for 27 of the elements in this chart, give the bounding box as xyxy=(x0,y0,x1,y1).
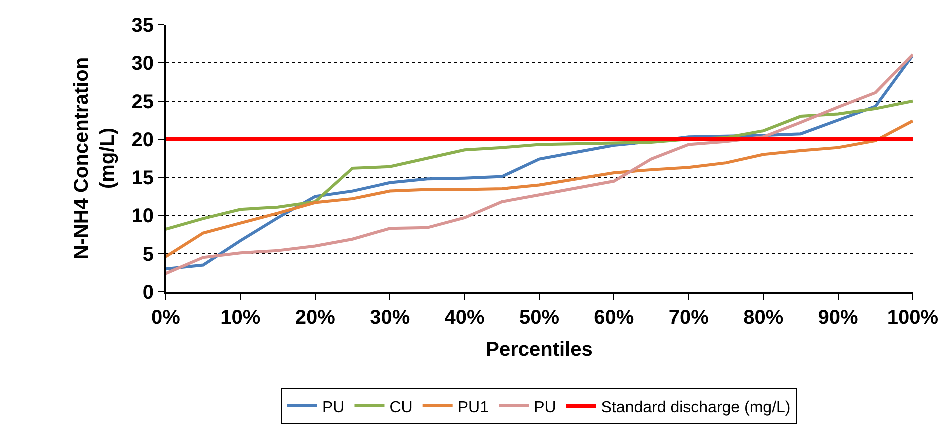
legend-label: PU1 xyxy=(458,399,490,416)
legend-label: CU xyxy=(390,399,413,416)
line-series xyxy=(166,120,913,258)
legend-label: PU xyxy=(322,399,345,416)
legend-label: Standard discharge (mg/L) xyxy=(601,399,791,416)
y-tick-label: 0 xyxy=(142,282,154,304)
x-tick-label: 80% xyxy=(744,307,784,329)
y-tick-label: 20 xyxy=(132,129,154,152)
x-tick-label: 90% xyxy=(818,307,859,329)
x-tick-label: 60% xyxy=(594,307,634,329)
y-tick-label: 35 xyxy=(132,15,154,37)
y-tick-label: 15 xyxy=(132,168,154,190)
y-tick-label: 30 xyxy=(132,53,154,76)
legend-label: PU xyxy=(534,399,556,416)
x-tick-label: 10% xyxy=(220,307,261,329)
y-tick-label: 5 xyxy=(142,244,154,266)
x-tick-label: 40% xyxy=(444,307,486,329)
x-tick-label: 0% xyxy=(152,307,181,329)
x-tick-label: 70% xyxy=(668,307,710,329)
y-tick-label: 25 xyxy=(132,91,154,114)
x-tick-label: 100% xyxy=(887,307,939,329)
y-axis-title: N-NH4 Concentration (mg/L) xyxy=(70,57,119,260)
x-tick-label: 20% xyxy=(295,307,336,329)
x-tick-label: 30% xyxy=(370,307,410,329)
x-tick-label: 50% xyxy=(519,307,560,329)
y-tick-label: 10 xyxy=(132,206,154,228)
x-axis-title: Percentiles xyxy=(486,339,593,361)
